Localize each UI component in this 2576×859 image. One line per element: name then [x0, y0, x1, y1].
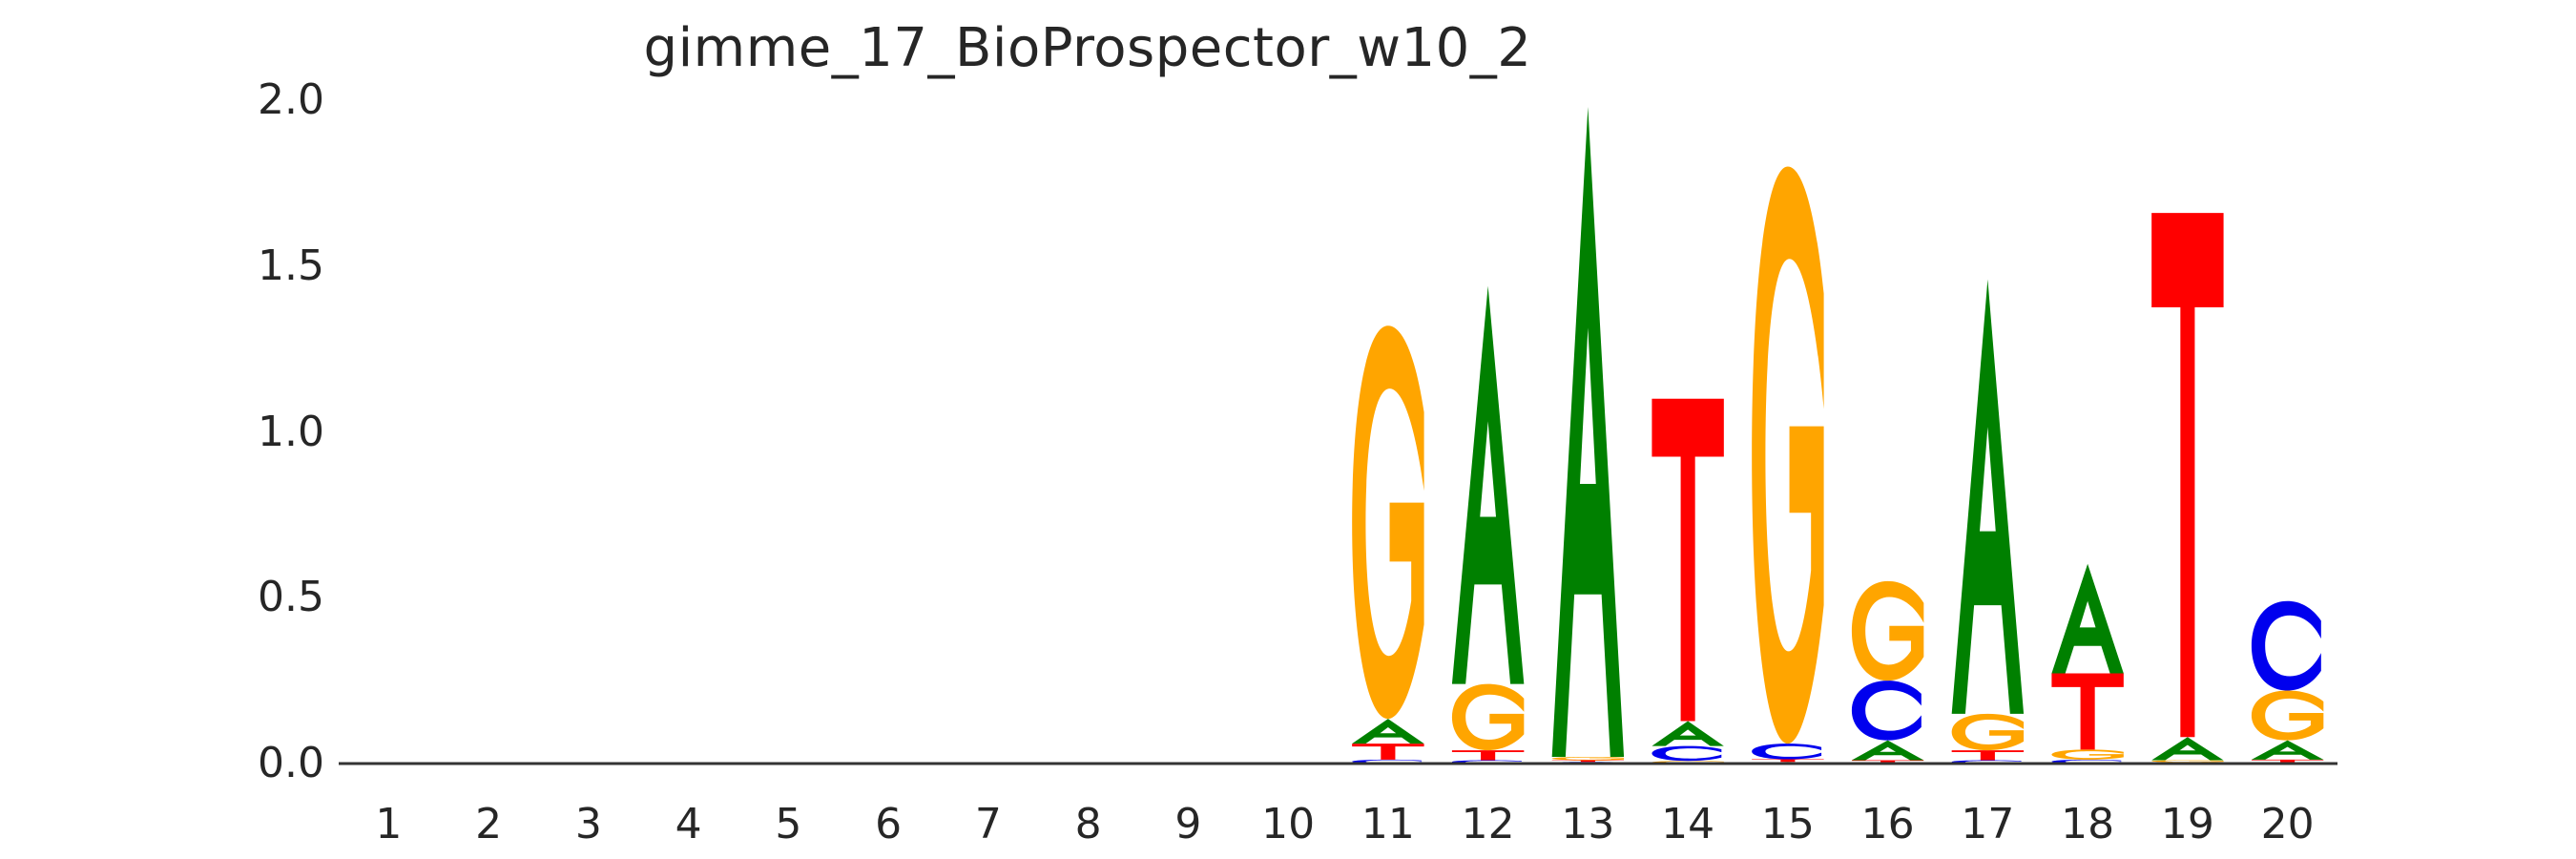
logo-stack [2051, 563, 2124, 764]
logo-letter-T [1652, 398, 1724, 722]
logo-letter-G [1451, 683, 1525, 751]
logo-letter-T [1451, 750, 1525, 761]
x-tick-label: 19 [2160, 800, 2214, 849]
x-tick-label: 5 [775, 800, 802, 849]
logo-letter-G [2251, 690, 2324, 741]
y-tick-label: 1.5 [258, 241, 324, 290]
y-tick-label: 0.0 [258, 739, 324, 787]
logo-letter-A [1352, 719, 1424, 744]
logo-letter-C [1752, 744, 1822, 760]
logo-letter-A [1851, 740, 1924, 761]
x-tick-label: 7 [974, 800, 1002, 849]
logo-letter-G [2151, 760, 2224, 763]
logo-letter-G [1951, 713, 2025, 751]
logo-stack [2151, 213, 2224, 764]
logo-letter-T [1951, 750, 2025, 761]
page-title: gimme_17_BioProspector_w10_2 [0, 17, 2576, 79]
logo-stack [1851, 580, 1924, 764]
logo-letter-T [1752, 759, 1824, 763]
y-tick-label: 0.5 [258, 573, 324, 622]
logo-letter-G [1352, 325, 1424, 720]
x-tick-label: 10 [1261, 800, 1316, 849]
x-tick-label: 14 [1661, 800, 1715, 849]
logo-stack [1451, 285, 1525, 764]
x-tick-label: 9 [1174, 800, 1202, 849]
x-tick-label: 12 [1461, 800, 1515, 849]
logo-letter-C [1851, 681, 1922, 741]
y-tick-label: 2.0 [258, 75, 324, 124]
x-tick-label: 16 [1860, 800, 1915, 849]
logo-stack [1951, 279, 2025, 764]
logo-stack [1652, 398, 1724, 764]
x-tick-label: 1 [375, 800, 403, 849]
logo-letter-A [1951, 279, 2025, 714]
x-tick-label: 3 [574, 800, 602, 849]
chart-title: gimme_17_BioProspector_w10_2 [643, 17, 1532, 79]
logo-letter-C [2251, 600, 2321, 691]
logo-letter-A [2051, 563, 2124, 674]
x-tick-label: 20 [2260, 800, 2315, 849]
logo-stack [1352, 325, 1424, 764]
x-tick-label: 11 [1361, 800, 1415, 849]
logo-letter-G [1851, 580, 1924, 681]
logo-letter-A [1652, 721, 1724, 746]
x-tick-label: 4 [675, 800, 702, 849]
logo-letter-A [2151, 737, 2224, 761]
x-tick-label: 17 [1961, 800, 2015, 849]
logo-letter-G [1752, 166, 1824, 744]
x-tick-label: 8 [1074, 800, 1102, 849]
logo-stack [2251, 600, 2324, 764]
logo-letter-G [1551, 757, 1625, 761]
y-tick-label: 1.0 [258, 407, 324, 456]
x-tick-label: 13 [1561, 800, 1615, 849]
logo-letter-T [2151, 213, 2224, 738]
logo-letter-T [1551, 760, 1625, 763]
logo-letter-A [1451, 285, 1525, 684]
logo-letter-A [1551, 106, 1625, 758]
logo-letter-T [2051, 673, 2124, 750]
logo-letter-G [2051, 749, 2124, 760]
x-tick-label: 18 [2061, 800, 2115, 849]
logo-letter-C [1652, 745, 1722, 762]
logo-letter-stacks [1352, 106, 2324, 764]
x-tick-label: 6 [875, 800, 903, 849]
logo-letter-A [2251, 740, 2324, 760]
logo-stack [1551, 106, 1625, 764]
logo-stack [1752, 166, 1824, 764]
logo-letter-T [1352, 744, 1424, 760]
x-tick-label: 2 [475, 800, 503, 849]
y-axis-ticks: 0.0 0.5 1.0 1.5 2.0 [172, 0, 324, 859]
x-tick-label: 15 [1760, 800, 1815, 849]
